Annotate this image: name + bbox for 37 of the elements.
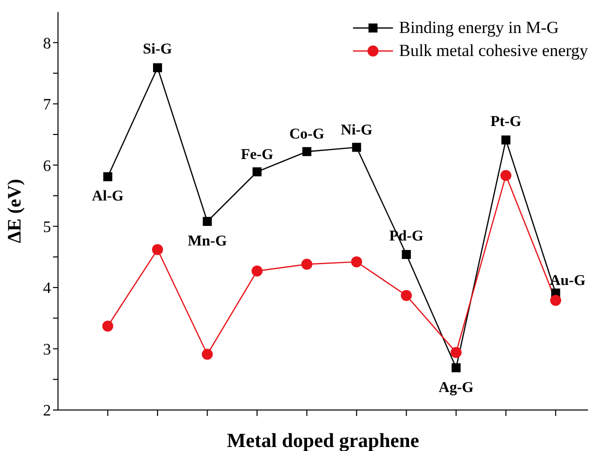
point — [351, 256, 362, 268]
point — [153, 63, 162, 72]
annotation: Fe-G — [240, 146, 274, 163]
point — [252, 266, 263, 277]
point — [450, 346, 462, 358]
y-tick-label: 7 — [43, 96, 51, 114]
point — [352, 142, 362, 152]
y-tick-label: 3 — [43, 341, 51, 358]
annotation: Co-G — [289, 126, 325, 143]
annotation: Mn-G — [188, 233, 228, 250]
annotation: Ni-G — [340, 122, 373, 138]
annotation: Si-G — [142, 42, 172, 58]
point — [202, 216, 212, 226]
point — [302, 147, 312, 156]
y-axis-title: ΔE (eV) — [4, 178, 26, 244]
point — [102, 320, 114, 332]
point — [252, 167, 262, 176]
annotation: Pt-G — [490, 114, 522, 130]
point — [500, 170, 512, 181]
y-tick-label: 5 — [43, 218, 51, 236]
point — [452, 363, 461, 372]
point — [103, 172, 112, 182]
y-tick-label: 8 — [43, 35, 51, 52]
point — [301, 258, 312, 270]
point — [202, 348, 213, 360]
point — [550, 294, 562, 306]
legend-label: Binding energy in M-G — [399, 18, 559, 38]
point — [152, 244, 164, 256]
point — [400, 290, 412, 301]
y-tick-label: 4 — [43, 280, 51, 298]
annotation: Ag-G — [438, 380, 474, 396]
annotation: Al-G — [92, 188, 124, 205]
y-tick-label: 2 — [43, 402, 51, 420]
point — [402, 250, 411, 259]
legend-label: Bulk metal cohesive energy — [399, 40, 588, 60]
y-tick-label: 6 — [43, 158, 51, 175]
point — [501, 135, 510, 144]
